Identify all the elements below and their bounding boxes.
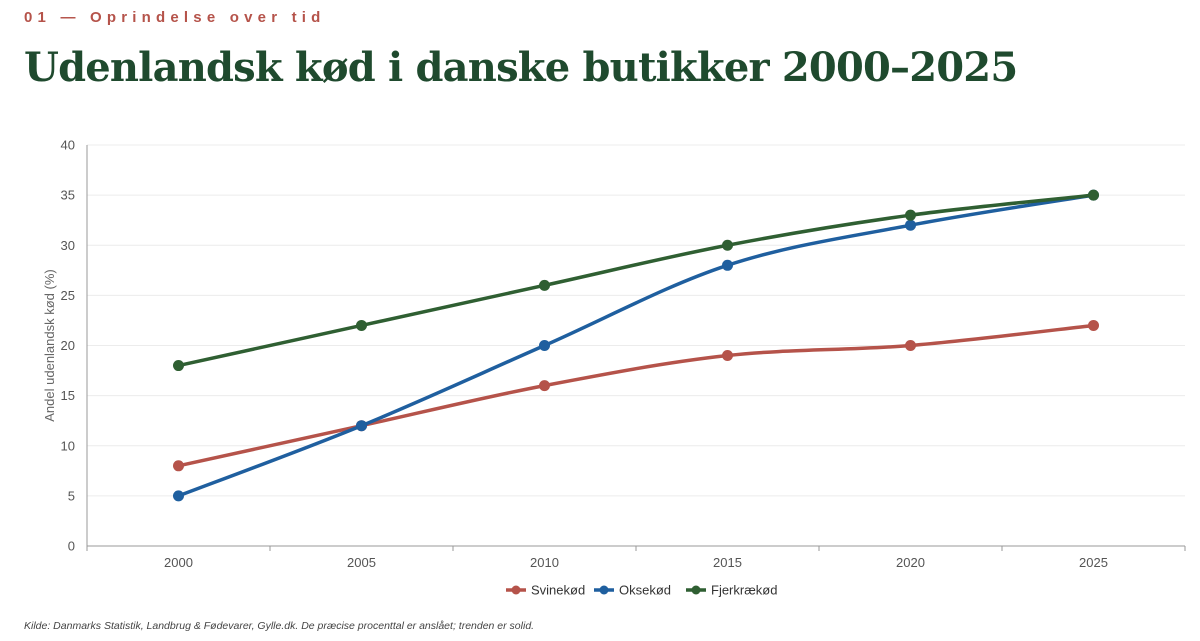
- legend-label: Oksekød: [619, 583, 671, 598]
- series-line: [176, 323, 1096, 468]
- x-tick-label: 2010: [530, 555, 559, 570]
- series-fjerkrækød: [173, 189, 1099, 372]
- data-point: [173, 490, 184, 502]
- y-tick-label: 35: [61, 188, 75, 203]
- y-tick-label: 25: [61, 288, 75, 303]
- data-point: [722, 259, 733, 271]
- legend-item-oksekød: Oksekød: [594, 583, 671, 598]
- legend-swatch-marker: [691, 585, 701, 595]
- x-tick-label: 2020: [896, 555, 925, 570]
- x-tick-label: 2025: [1079, 555, 1108, 570]
- data-point: [356, 319, 367, 331]
- page-title: Udenlandsk kød i danske butikker 2000–20…: [24, 44, 1018, 91]
- y-tick-label: 5: [68, 488, 75, 503]
- y-tick-label: 10: [61, 438, 75, 453]
- grid-lines: [87, 144, 1185, 497]
- series-line: [176, 193, 1096, 498]
- y-tick-label: 15: [61, 388, 75, 403]
- data-point: [173, 460, 184, 472]
- data-point: [722, 239, 733, 251]
- series-lines: [173, 189, 1099, 502]
- data-point: [905, 209, 916, 221]
- data-point: [905, 340, 916, 351]
- legend-label: Fjerkrækød: [711, 583, 777, 598]
- x-tick-label: 2000: [164, 555, 193, 570]
- data-point: [905, 219, 916, 231]
- data-point: [356, 420, 367, 432]
- data-point: [1088, 319, 1099, 331]
- series-line: [176, 193, 1096, 368]
- y-tick-label: 30: [61, 238, 75, 253]
- data-point: [539, 340, 550, 351]
- series-oksekød: [173, 189, 1099, 502]
- legend-item-svinekød: Svinekød: [506, 583, 585, 598]
- y-tick-label: 40: [61, 138, 75, 153]
- legend-item-fjerkrækød: Fjerkrækød: [686, 583, 777, 598]
- x-tick-label: 2005: [347, 555, 376, 570]
- x-tick-label: 2015: [713, 555, 742, 570]
- data-point: [1088, 189, 1099, 201]
- legend: Svinekød Oksekød Fjerkrækød: [506, 583, 777, 598]
- source-note: Kilde: Danmarks Statistik, Landbrug & Fø…: [24, 620, 535, 632]
- data-point: [539, 380, 550, 392]
- section-eyebrow: 01 — Oprindelse over tid: [24, 9, 326, 26]
- data-point: [173, 360, 184, 372]
- legend-swatch-marker: [599, 585, 609, 595]
- data-point: [722, 350, 733, 362]
- legend-label: Svinekød: [531, 583, 585, 598]
- y-axis-title: Andel udenlandsk kød (%): [42, 269, 57, 421]
- y-tick-label: 20: [61, 338, 75, 353]
- data-point: [539, 279, 550, 291]
- legend-swatch-marker: [511, 585, 521, 595]
- y-tick-label: 0: [68, 539, 75, 554]
